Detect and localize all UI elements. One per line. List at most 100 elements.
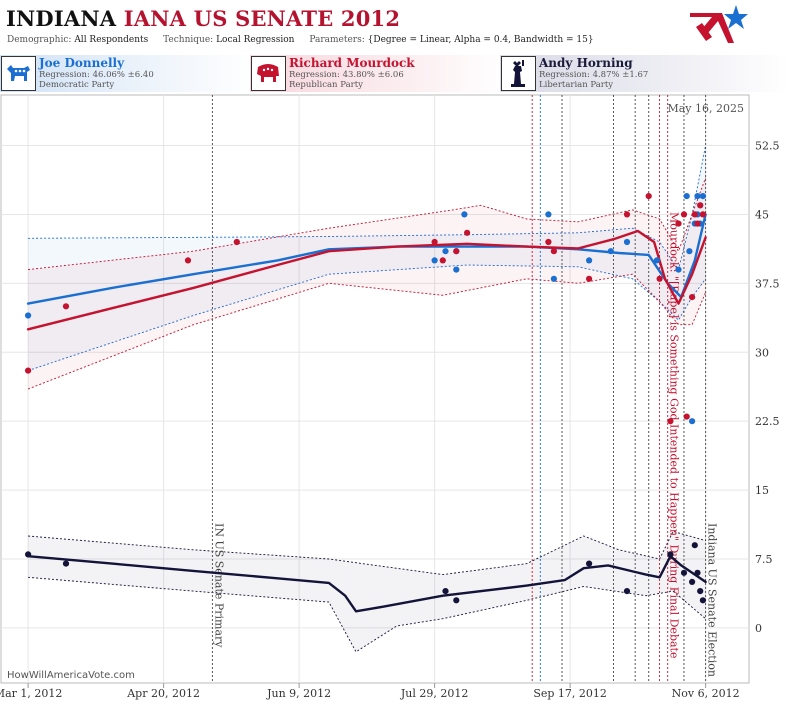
candidate-name: Richard Mourdock [289,56,415,70]
event-label: IN US Senate Primary [212,523,225,648]
poll-point [586,257,593,264]
x-tick-label: Nov 6, 2012 [672,687,740,700]
poll-point [550,248,558,255]
poll-point [439,257,446,264]
title-state: INDIANA [6,6,117,31]
poll-point [62,560,70,567]
poll-point [694,569,701,576]
poll-point [25,551,32,558]
x-axis-ticks: Mar 1, 2012 Apr 20, 2012 Jun 9, 2012 Jul 29… [0,683,740,700]
x-tick-label: Jul 29, 2012 [400,687,469,700]
poll-point [453,248,460,255]
band-upper-line [28,530,706,576]
band-upper-line [28,145,707,271]
technique-value: Local Regression [216,35,295,45]
x-tick-label: Apr 20, 2012 [126,687,200,700]
y-tick-label: 22.5 [755,415,780,428]
band-upper-line [28,177,707,271]
poll-point [25,367,32,374]
x-tick-label: Jun 9, 2012 [266,687,331,700]
demographic-value: All Respondents [74,35,149,45]
y-tick-label: 45 [755,208,769,221]
candidate-card-horning: Andy Horning Regression: 4.87% ±1.67 Lib… [500,55,789,92]
demographic-key: Demographic: [7,35,72,45]
y-tick-label: 37.5 [755,277,780,290]
poll-point [431,238,438,246]
trend-line [26,555,707,613]
donkey-icon [1,56,36,91]
event-lines: IN US Senate Primary Mourdock: "[Rape] is… [211,95,719,683]
poll-point [686,248,693,255]
candidate-card-donnelly: Joe Donnelly Regression: 46.06% ±6.40 De… [0,55,255,92]
poll-point [645,193,652,200]
y-tick-label: 7.5 [755,553,773,566]
trend-lines [26,213,707,613]
poll-point [62,303,70,310]
title-race: IANA US SENATE 2012 [123,6,401,31]
poll-point [464,229,471,236]
y-axis-ticks: 0 7.5 15 22.5 30 37.5 45 52.5 [755,140,780,635]
band-lower-line [28,576,706,653]
poll-point [683,413,690,420]
poll-point [699,211,707,218]
confidence-band [28,531,706,652]
poll-point [691,542,698,549]
poll-point [694,193,701,200]
event-label: Indiana US Senate Election [706,523,719,677]
poll-point [623,211,631,218]
parameters-value: {Degree = Linear, Alpha = 0.4, Bandwidth… [367,35,594,45]
band-lower-line [27,264,706,372]
candidate-regression: Regression: 43.80% ±6.06 [289,70,404,80]
poll-point [431,257,438,264]
confidence-band [28,177,706,389]
poll-point [697,202,704,209]
poll-point [184,257,192,264]
candidate-card-mourdock: Richard Mourdock Regression: 43.80% ±6.0… [250,55,505,92]
x-tick-label: Sep 17, 2012 [533,687,607,700]
poll-point [689,418,696,425]
poll-points [25,193,707,604]
poll-point [25,312,32,319]
poll-point [586,275,593,282]
event-label: Mourdock: "[Rape] is Something God Inten… [668,212,681,658]
poll-point [694,220,701,227]
candidate-regression: Regression: 4.87% ±1.67 [539,70,649,80]
poll-point [697,588,704,595]
poll-point [675,220,682,227]
source-label: HowWillAmericaVote.com [7,670,135,681]
y-tick-label: 0 [755,622,762,635]
poll-point [683,193,690,200]
poll-point [233,238,240,246]
poll-point [653,257,661,264]
candidate-name: Andy Horning [539,56,633,70]
poll-point [442,248,449,255]
x-tick-label: Mar 1, 2012 [0,687,62,700]
poll-point [675,266,682,273]
poll-point [699,193,707,200]
poll-point [667,418,674,425]
poll-point [656,275,663,282]
poll-point [545,238,552,246]
poll-point [680,211,688,218]
candidate-regression: Regression: 46.06% ±6.40 [39,70,154,80]
poll-point [586,560,593,567]
candidate-party: Libertarian Party [539,80,614,90]
poll-point [623,588,631,595]
poll-point [691,211,698,218]
y-tick-label: 52.5 [755,140,780,153]
poll-point [442,588,449,595]
parameters-line: Demographic: All Respondents Technique: … [7,35,594,45]
poll-point [545,211,552,218]
chart-header: INDIANA IANA US SENATE 2012 Demographic:… [0,0,789,52]
poll-point [667,551,674,558]
candidate-name: Joe Donnelly [39,56,125,70]
poll-point [461,211,468,218]
technique-key: Technique: [163,35,214,45]
confidence-band [28,145,706,371]
poll-point [699,597,707,604]
confidence-bands [27,145,707,653]
y-tick-label: 15 [755,484,769,497]
poll-point [453,597,460,604]
elephant-icon [251,56,286,91]
